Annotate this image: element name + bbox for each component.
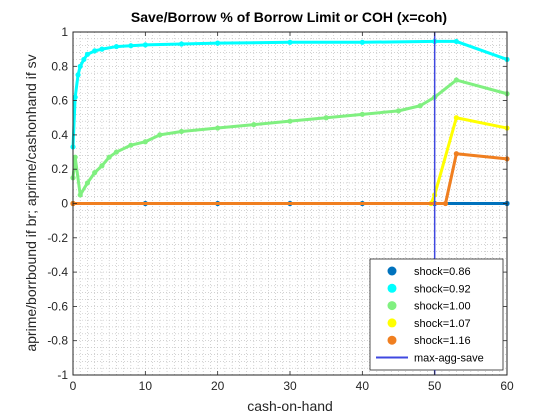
data-point — [92, 48, 98, 54]
y-axis: -1 -0.8 -0.6 -0.4 -0.2 0 0.2 0.4 0.6 0.8 1 — [47, 25, 507, 382]
data-point — [453, 115, 459, 121]
x-tick-label: 10 — [139, 379, 153, 393]
legend-item: shock=1.00 — [387, 301, 471, 313]
data-point — [453, 77, 459, 83]
x-axis-label: cash-on-hand — [247, 398, 333, 414]
y-tick-label: -0.4 — [47, 265, 68, 279]
data-point — [99, 46, 105, 52]
legend-label: shock=1.00 — [414, 301, 471, 313]
legend: shock=0.86 shock=0.92 shock=1.00 shock=1.07… — [369, 258, 504, 371]
data-point — [453, 38, 459, 45]
legend-item: shock=0.92 — [387, 283, 471, 295]
series-line — [73, 152, 508, 205]
legend-label: shock=1.16 — [414, 335, 471, 347]
data-point — [215, 40, 221, 46]
data-point — [128, 142, 134, 148]
y-tick-label: -0.8 — [47, 334, 68, 348]
legend-item: max-agg-save — [376, 353, 484, 365]
data-point — [178, 128, 185, 135]
y-tick-label: 0.2 — [51, 162, 68, 176]
y-axis-label: aprime/borrbound if br; aprime/cashonhan… — [23, 54, 39, 351]
data-point — [359, 111, 365, 117]
legend-marker — [387, 283, 397, 293]
legend-item: shock=1.07 — [387, 318, 471, 330]
legend-marker — [387, 301, 397, 311]
data-point — [77, 63, 83, 69]
legend-label: shock=0.92 — [414, 283, 471, 295]
data-point — [113, 43, 119, 50]
chart-title: Save/Borrow % of Borrow Limit or COH (x=… — [131, 9, 447, 25]
series-line — [71, 78, 508, 197]
data-point — [128, 43, 134, 49]
y-tick-label: 0.8 — [51, 59, 68, 73]
data-point — [359, 39, 365, 45]
data-point — [72, 154, 78, 160]
data-point — [142, 42, 148, 48]
x-tick-label: 30 — [283, 379, 297, 393]
data-point — [287, 39, 293, 45]
y-tick-label: -0.6 — [47, 299, 68, 313]
data-point — [453, 151, 459, 157]
x-axis: 0 10 20 30 40 50 60 — [70, 32, 514, 393]
legend-marker — [387, 335, 397, 345]
y-tick-label: 0 — [61, 197, 68, 211]
data-point — [92, 170, 98, 176]
data-point — [178, 41, 185, 47]
data-point — [99, 163, 105, 169]
legend-label: shock=1.07 — [414, 318, 471, 330]
data-point — [84, 180, 91, 186]
data-point — [77, 192, 83, 198]
y-tick-label: 0.6 — [51, 94, 68, 108]
data-point — [395, 108, 402, 114]
x-tick-label: 50 — [428, 379, 442, 393]
data-point — [142, 139, 148, 145]
data-point — [215, 125, 221, 131]
data-point — [106, 154, 112, 160]
data-point — [251, 122, 257, 128]
x-tick-label: 20 — [211, 379, 225, 393]
data-point — [287, 118, 293, 124]
data-point — [157, 132, 163, 138]
data-point — [72, 94, 78, 100]
x-tick-label: 0 — [70, 379, 77, 393]
y-tick-label: -0.2 — [47, 231, 68, 245]
y-tick-label: 1 — [61, 25, 68, 39]
data-point — [81, 56, 87, 63]
legend-marker — [387, 318, 397, 328]
y-tick-label: 0.4 — [51, 128, 68, 142]
x-tick-label: 40 — [356, 379, 370, 393]
x-tick-label: 60 — [500, 379, 514, 393]
y-tick-label: -1 — [57, 368, 68, 382]
legend-marker — [387, 266, 397, 276]
data-point — [113, 149, 119, 155]
legend-label: shock=0.86 — [414, 266, 471, 278]
legend-item: shock=0.86 — [387, 266, 471, 278]
data-point — [75, 72, 81, 78]
legend-item: shock=1.16 — [387, 335, 471, 347]
legend-box — [369, 258, 504, 371]
data-point — [417, 103, 423, 109]
data-point — [442, 200, 449, 207]
legend-label: max-agg-save — [414, 353, 484, 365]
series-2 — [70, 77, 510, 198]
data-point — [84, 51, 91, 57]
data-point — [323, 115, 329, 121]
